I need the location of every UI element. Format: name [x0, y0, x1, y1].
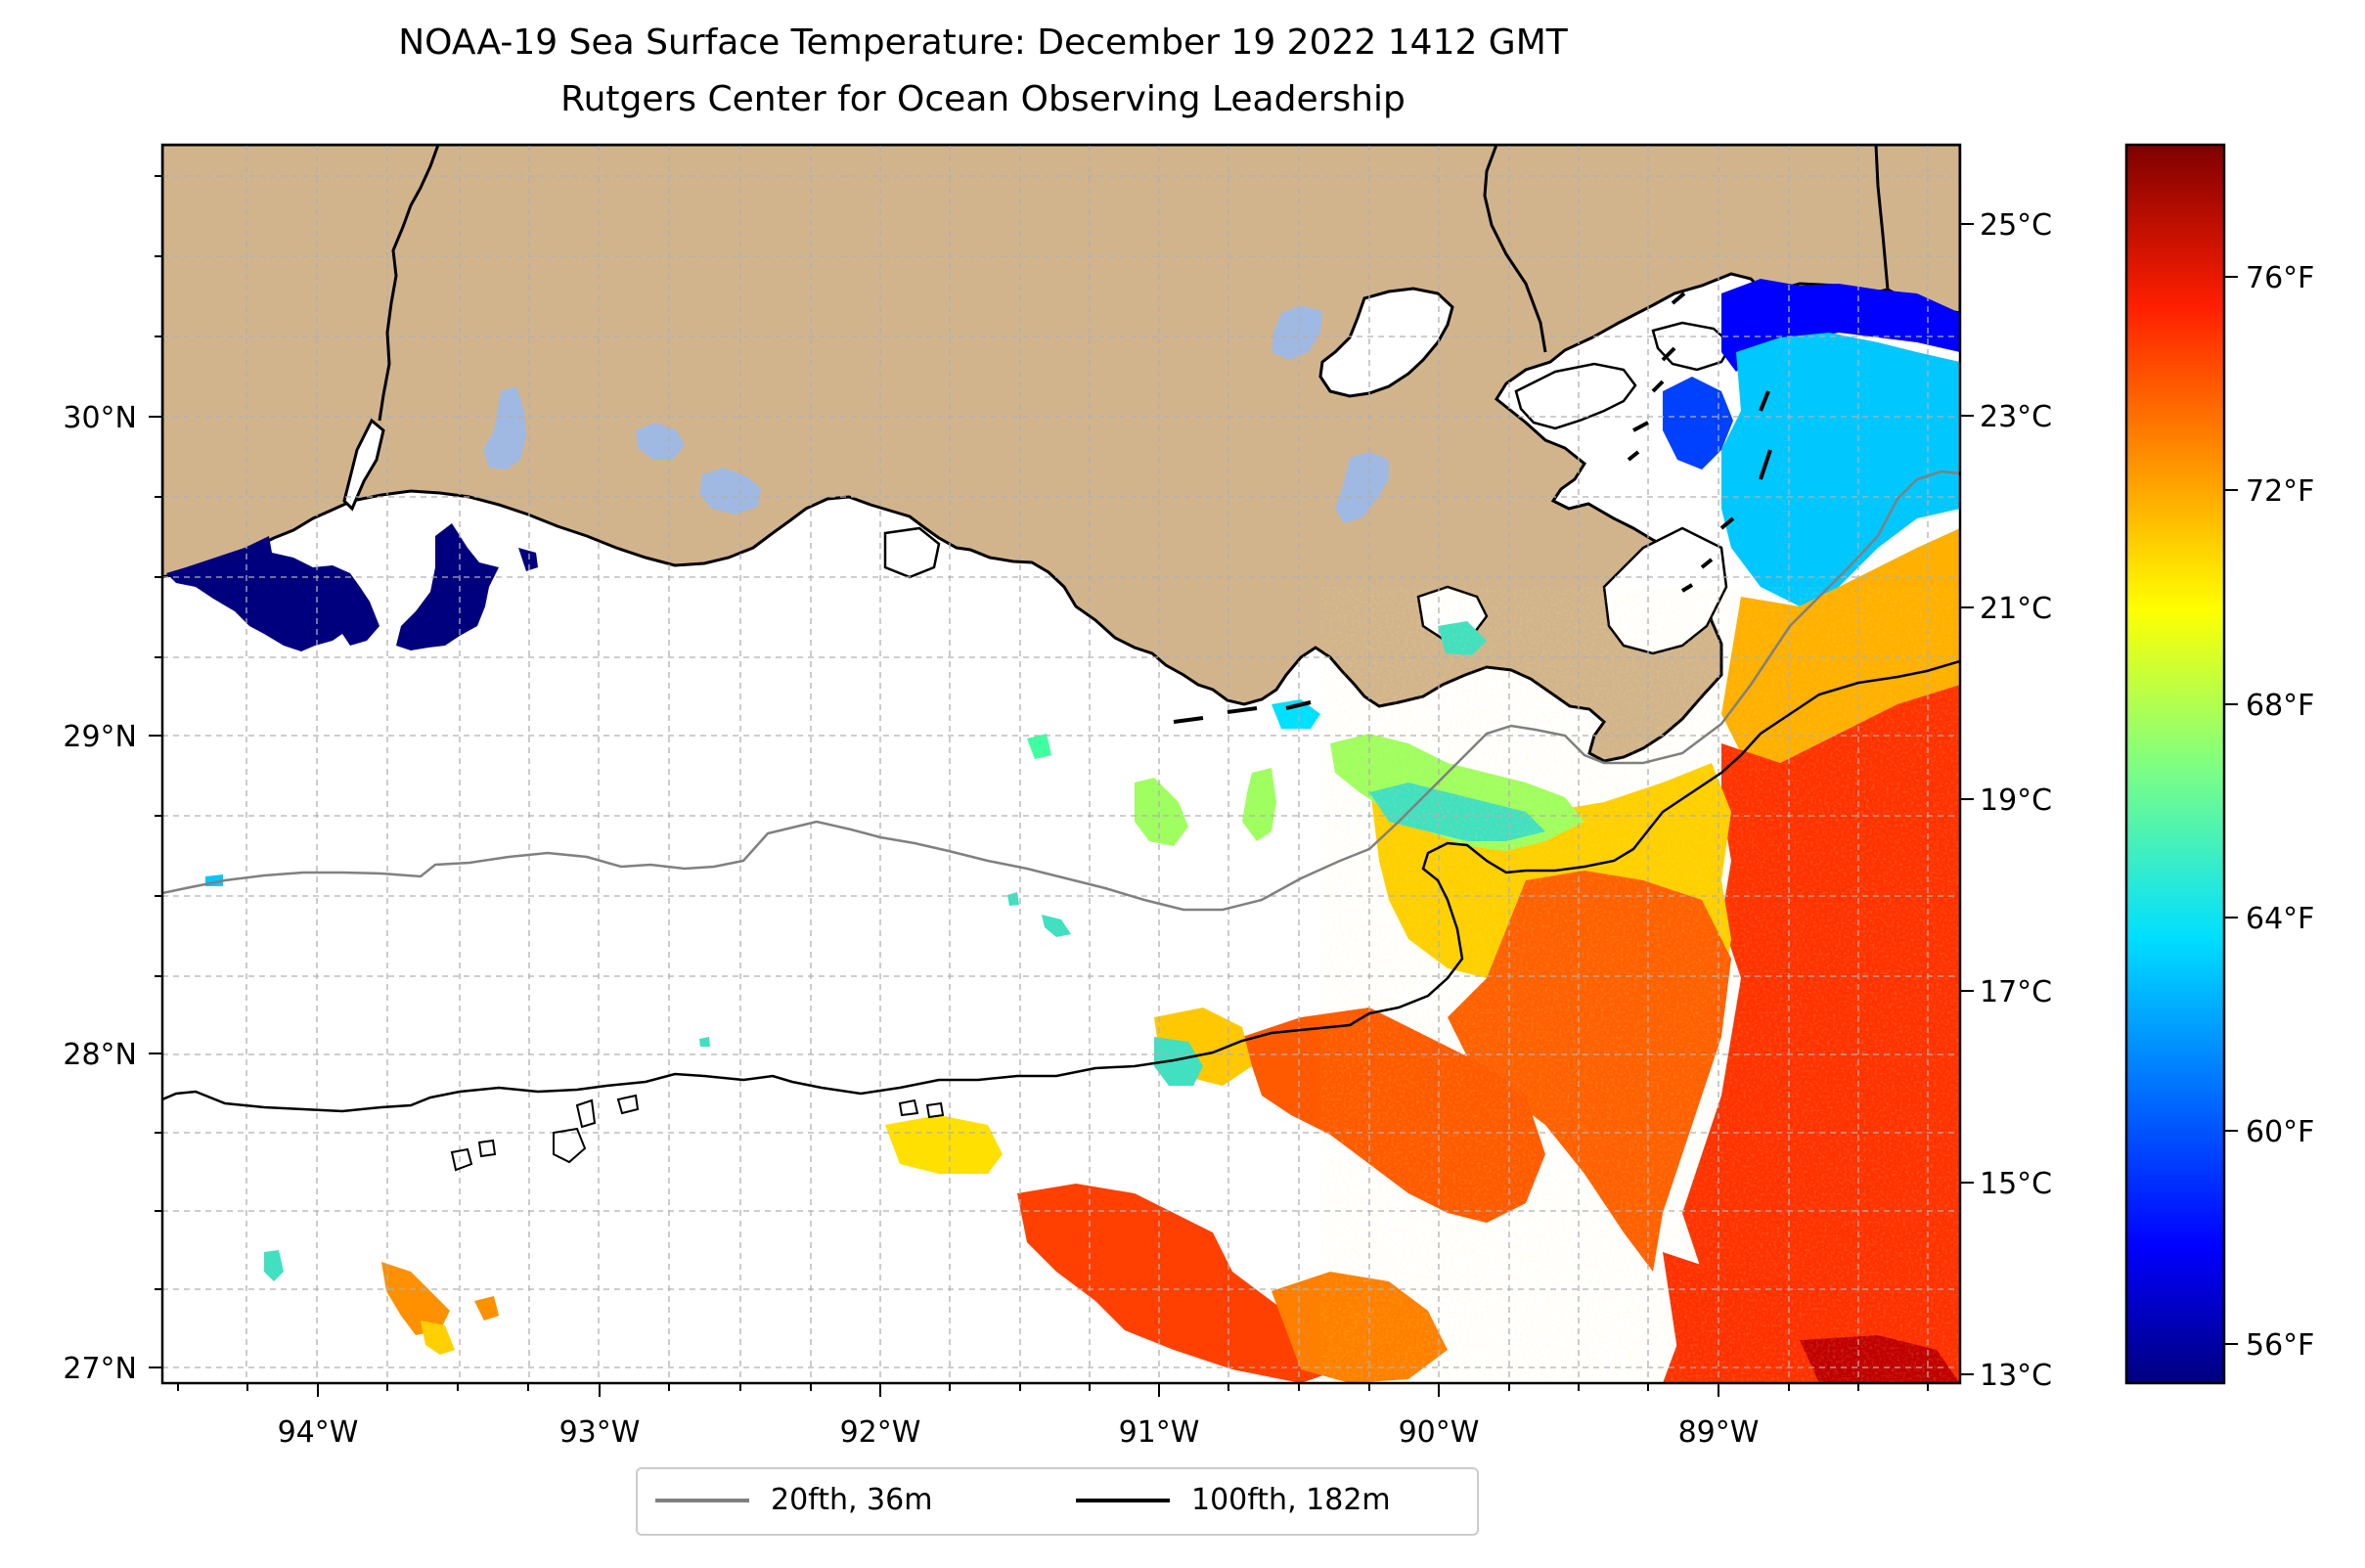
fahrenheit-tick-label: 72°F	[2246, 474, 2314, 509]
fahrenheit-tick-label: 56°F	[2246, 1328, 2314, 1363]
lake	[483, 386, 526, 470]
celsius-tick-label: 25°C	[1980, 208, 2052, 243]
celsius-tick-labels: 25°C 23°C 21°C 19°C 17°C 15°C 13°C	[1980, 208, 2052, 1393]
legend: 20fth, 36m 100fth, 182m	[636, 1467, 1479, 1536]
y-axis-ticks	[149, 175, 162, 1368]
delta-water	[1514, 362, 1637, 430]
x-tick-labels: 94°W 93°W 92°W 91°W 90°W 89°W	[278, 1415, 1760, 1450]
legend-label: 20fth, 36m	[771, 1483, 933, 1517]
colorbar	[2124, 143, 2226, 1385]
map-area	[162, 145, 1960, 1383]
celsius-tick-label: 17°C	[1980, 975, 2052, 1009]
fahrenheit-tick-label: 60°F	[2246, 1115, 2314, 1149]
celsius-tick-label: 19°C	[1980, 784, 2052, 818]
celsius-tick-label: 21°C	[1980, 592, 2052, 626]
barrier-islands	[1173, 291, 1772, 724]
fahrenheit-ticks	[2224, 276, 2238, 1345]
y-tick-label: 27°N	[63, 1352, 137, 1386]
isobath-islands	[450, 1094, 945, 1172]
x-axis-ticks	[177, 1383, 1929, 1397]
y-tick-label: 29°N	[63, 720, 137, 754]
lake	[636, 423, 685, 460]
fahrenheit-tick-labels: 76°F 72°F 68°F 64°F 60°F 56°F	[2246, 261, 2314, 1363]
fahrenheit-tick-label: 64°F	[2246, 902, 2314, 936]
legend-swatch-gray-line	[655, 1498, 749, 1502]
fahrenheit-tick-label: 76°F	[2246, 261, 2314, 295]
sst-cold-patch	[166, 523, 538, 651]
x-tick-label: 92°W	[840, 1415, 921, 1450]
isobath-20fth	[162, 470, 1960, 912]
lake	[1335, 452, 1389, 523]
y-tick-label: 28°N	[63, 1038, 137, 1072]
x-tick-label: 89°W	[1678, 1415, 1760, 1450]
gridlines	[162, 145, 1960, 1383]
legend-swatch-black-line	[1076, 1498, 1170, 1502]
celsius-ticks	[1960, 223, 1974, 1375]
chart-subtitle: Rutgers Center for Ocean Observing Leade…	[560, 79, 1406, 119]
lake	[699, 468, 761, 515]
isobath-100fth	[162, 659, 1960, 1113]
fahrenheit-tick-label: 68°F	[2246, 689, 2314, 723]
x-tick-label: 93°W	[559, 1415, 641, 1450]
celsius-tick-label: 23°C	[1980, 400, 2052, 434]
legend-label: 100fth, 182m	[1191, 1483, 1391, 1517]
delta-water	[883, 526, 941, 579]
x-tick-label: 91°W	[1119, 1415, 1200, 1450]
lake-sabine	[342, 418, 385, 512]
delta-water	[1651, 321, 1733, 372]
y-tick-label: 30°N	[63, 401, 137, 435]
lake	[1272, 305, 1322, 360]
x-tick-label: 90°W	[1399, 1415, 1480, 1450]
y-tick-labels: 27°N 28°N 29°N 30°N	[63, 401, 137, 1386]
chart-title: NOAA-19 Sea Surface Temperature: Decembe…	[398, 22, 1568, 63]
legend-item-100fth: 100fth, 182m	[1076, 1483, 1391, 1517]
map-frame	[160, 143, 1962, 1385]
x-tick-label: 94°W	[278, 1415, 359, 1450]
celsius-tick-label: 13°C	[1980, 1359, 2052, 1393]
lake-pontchartrain	[1318, 287, 1454, 398]
state-borders	[378, 145, 1890, 422]
legend-item-20fth: 20fth, 36m	[655, 1483, 932, 1517]
sst-nearshore-band	[1663, 279, 1960, 606]
celsius-tick-label: 15°C	[1980, 1167, 2052, 1201]
